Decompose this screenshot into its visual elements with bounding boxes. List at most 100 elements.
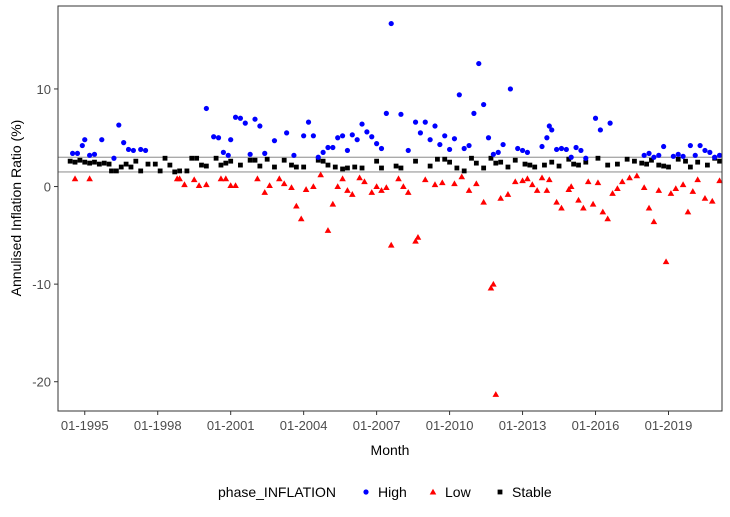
data-point-high [203,105,209,112]
data-point-low [373,183,380,190]
data-point-high [82,137,88,143]
data-point-stable [435,156,440,162]
data-point-low [217,175,225,182]
data-point-high [546,123,552,129]
data-point-high [320,149,326,155]
data-point-high [325,144,331,151]
data-point-low [276,175,283,182]
y-axis: -20 -10 0 10 [32,82,58,390]
data-point-stable [332,164,338,170]
data-point-high [252,116,258,122]
legend-title: phase_INFLATION [218,484,336,500]
data-point-high [549,127,555,133]
data-point-stable [644,161,650,167]
data-point-high [271,138,278,144]
x-tick-label: 01-1998 [134,418,182,433]
panel-background [58,6,722,411]
data-point-low [431,181,439,188]
data-point-stable [289,162,294,168]
data-point-high [228,137,234,143]
data-point-high [305,119,312,125]
data-point-stable [252,157,258,163]
data-point-low [640,184,648,190]
data-point-low [650,218,658,225]
data-point-high [91,151,98,157]
data-point-stable [118,164,124,170]
data-point-high [680,153,686,159]
y-tick-label: 10 [37,82,51,97]
data-point-low [575,196,582,203]
data-point-stable [109,168,114,174]
data-point-stable [505,164,511,170]
data-point-low [480,198,487,205]
data-point-high [712,154,718,160]
data-point-high [461,145,467,152]
y-axis-title: Annulised Inflation Ratio (%) [8,120,24,297]
data-point-stable [398,165,404,171]
data-point-high [432,123,438,129]
data-point-high [412,119,419,125]
data-point-stable [493,160,499,166]
data-point-stable [352,164,358,170]
data-point-stable [556,163,562,169]
data-point-low [176,175,183,182]
data-point-high [656,152,662,158]
data-point-low [86,175,93,182]
data-point-stable [272,164,277,170]
x-tick-label: 01-1995 [61,418,109,433]
data-point-stable [96,161,102,167]
data-point-stable [281,157,287,163]
data-point-stable [138,168,144,174]
data-point-low [546,176,553,183]
data-point-low [297,215,305,222]
data-point-stable [473,160,479,166]
data-point-high [519,147,526,154]
data-point-stable [293,164,299,170]
legend-label-stable: Stable [512,484,552,500]
data-point-low [558,204,565,211]
data-point-stable [632,158,637,164]
data-point-stable [532,164,538,170]
data-point-stable [340,166,345,172]
data-point-stable [128,164,134,170]
data-point-stable [683,158,688,164]
data-point-low [565,186,573,192]
data-point-low [701,194,709,201]
data-point-stable [213,155,219,161]
data-point-stable [184,168,190,174]
data-point-stable [542,162,547,168]
data-point-low [662,258,670,265]
data-point-low [451,180,458,187]
data-point-stable [498,159,504,165]
data-point-stable [167,162,173,168]
data-point-low [368,189,376,195]
data-point-low [580,204,587,211]
data-point-high [284,130,290,136]
data-point-stable [427,163,433,169]
data-point-high [446,146,453,153]
data-point-low [254,175,261,182]
data-point-stable [189,155,195,161]
data-point-high [335,135,341,141]
series-high [69,20,723,161]
data-point-high [500,141,506,148]
x-tick-label: 01-2001 [207,418,255,433]
data-point-stable [257,163,263,169]
data-point-low [487,284,495,291]
data-point-stable [77,157,83,163]
data-point-stable [113,168,119,174]
data-point-high [442,133,448,139]
data-point-low [280,180,288,187]
data-point-low [626,174,633,181]
data-point-low [618,178,626,185]
data-point-high [456,92,462,98]
data-point-low [533,187,541,193]
data-point-low [679,181,687,188]
data-point-low [694,176,701,183]
reference-lines [58,156,722,173]
data-point-low [383,184,390,190]
x-axis-title: Month [371,442,410,458]
data-point-low [528,181,536,188]
data-point-stable [639,160,645,166]
data-point-high [405,147,411,154]
